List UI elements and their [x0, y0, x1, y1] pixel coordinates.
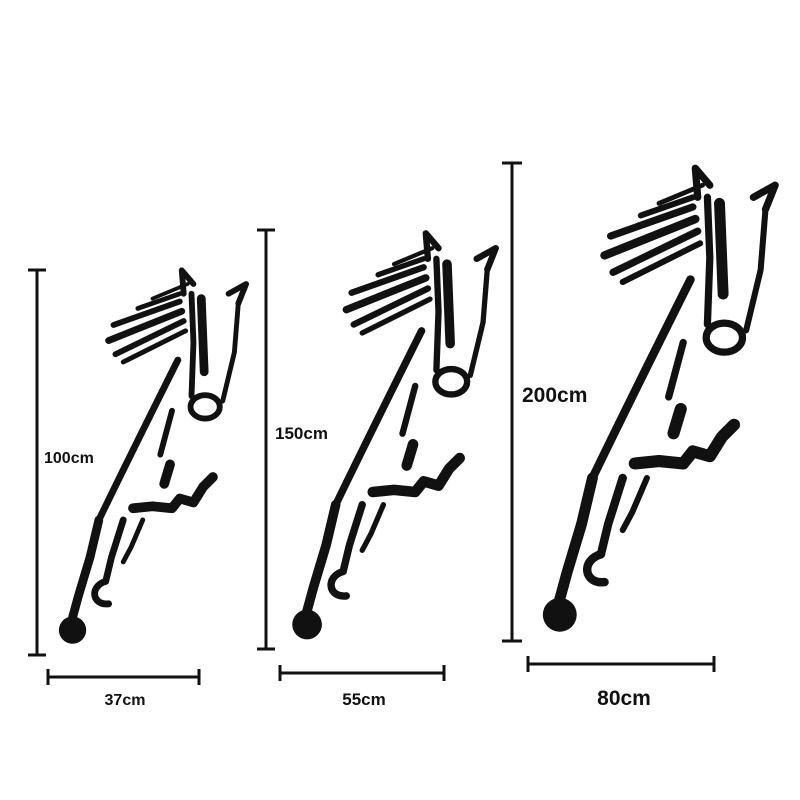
height-dimension-line-small: [28, 268, 46, 657]
height-dimension-line-medium: [257, 228, 275, 651]
height-label-large: 200cm: [522, 384, 587, 407]
width-dimension-line-large: [526, 656, 716, 672]
height-label-small: 100cm: [44, 450, 94, 467]
width-label-medium: 55cm: [342, 690, 385, 709]
width-dimension-line-small: [46, 669, 201, 685]
width-label-small: 37cm: [105, 692, 146, 709]
width-dimension-line-medium: [278, 665, 446, 681]
height-dimension-line-large: [502, 161, 522, 643]
width-label-large: 80cm: [597, 687, 651, 710]
height-label-medium: 150cm: [275, 424, 328, 443]
